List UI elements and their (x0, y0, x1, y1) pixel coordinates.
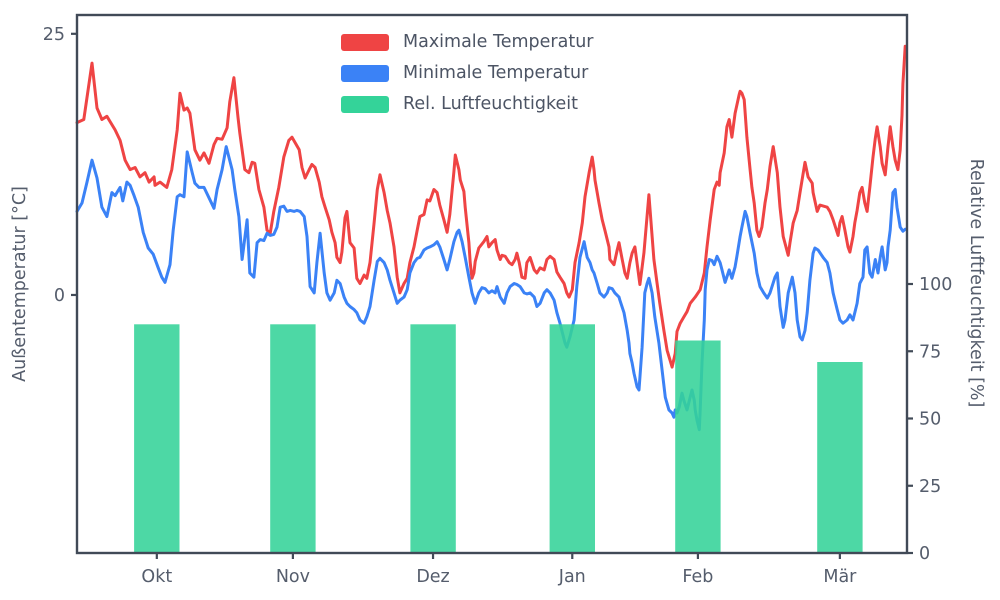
y-right-tick-label: 100 (919, 275, 952, 295)
y-right-axis-title: Relative Luftfeuchtigkeit [%] (966, 159, 986, 408)
legend-label-min-temp: Minimale Temperatur (403, 62, 589, 83)
y-right-tick-label: 50 (919, 410, 941, 430)
humidity-bar-Feb (675, 340, 721, 553)
legend-item-humidity: Rel. Luftfeuchtigkeit (341, 93, 593, 114)
y-left-tick-label: 25 (43, 25, 65, 45)
x-tick-label: Mär (823, 567, 857, 587)
temperature-lines-layer (75, 44, 907, 432)
legend-label-max-temp: Maximale Temperatur (403, 31, 594, 52)
y-right-tick-label: 25 (919, 477, 941, 497)
y-right-tick-label: 75 (919, 342, 941, 362)
humidity-bar-Okt (134, 324, 180, 553)
min-temp-line (75, 145, 907, 432)
x-tick-label: Nov (276, 567, 310, 587)
humidity-bar-Nov (270, 324, 316, 553)
plot-border (75, 13, 909, 555)
y-left-axis-title: Außentemperatur [°C] (10, 186, 30, 382)
legend-swatch-max-temp (341, 34, 389, 51)
legend-item-min-temp: Minimale Temperatur (341, 62, 593, 83)
humidity-bars-overlay (134, 324, 863, 553)
chart-legend: Maximale Temperatur Minimale Temperatur … (341, 31, 594, 114)
legend-label-humidity: Rel. Luftfeuchtigkeit (403, 93, 578, 114)
humidity-bar-Jan (549, 324, 595, 553)
x-tick-label: Okt (141, 567, 172, 587)
x-tick-label: Feb (682, 567, 713, 587)
legend-swatch-min-temp (341, 65, 389, 82)
humidity-bar-Mär (817, 362, 863, 553)
humidity-bar-Dez (410, 324, 456, 553)
y-left-tick-label: 0 (54, 286, 65, 306)
legend-swatch-humidity (341, 96, 389, 113)
legend-item-max-temp: Maximale Temperatur (341, 31, 594, 52)
x-tick-label: Jan (558, 567, 586, 587)
y-right-tick-label: 0 (919, 544, 930, 564)
x-tick-label: Dez (416, 567, 449, 587)
max-temp-line (75, 44, 907, 369)
axes-layer: 25 0 100 75 50 25 0 Okt Nov Dez Jan Feb Mär Außentemp… (10, 13, 986, 587)
